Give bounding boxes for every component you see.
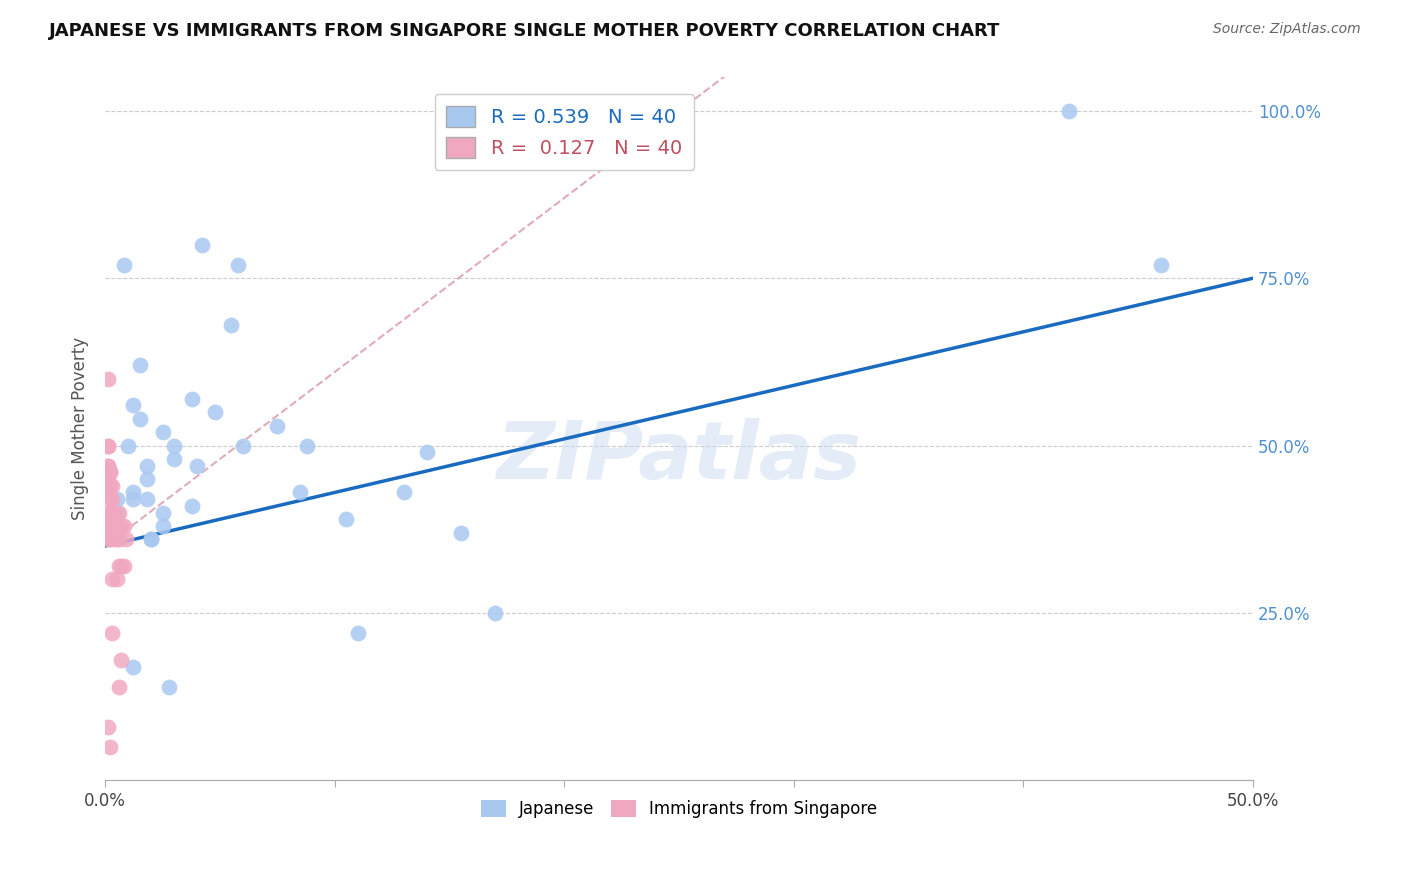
Point [101,519,124,533]
Point [290,485,312,500]
Text: JAPANESE VS IMMIGRANTS FROM SINGAPORE SINGLE MOTHER POVERTY CORRELATION CHART: JAPANESE VS IMMIGRANTS FROM SINGAPORE SI… [49,22,1001,40]
Point [186,458,208,473]
Point [96,506,118,520]
Point [98,466,121,480]
Point [121,659,143,673]
Point [108,533,131,547]
Point [1057,103,1080,118]
Point [105,506,128,520]
Point [103,533,125,547]
Point [96,519,118,533]
Point [98,519,121,533]
Point [117,439,139,453]
Y-axis label: Single Mother Poverty: Single Mother Poverty [72,337,89,520]
Point [96,472,118,486]
Point [221,318,243,332]
Point [135,458,157,473]
Point [163,452,186,467]
Point [121,492,143,507]
Point [128,412,150,426]
Point [204,405,226,419]
Point [110,653,132,667]
Point [139,533,162,547]
Point [105,519,128,533]
Point [96,458,118,473]
Point [98,506,121,520]
Point [135,492,157,507]
Point [181,499,204,513]
Point [295,439,318,453]
Point [96,533,118,547]
Point [98,533,121,547]
Point [108,680,131,694]
Point [163,439,186,453]
Point [346,626,368,640]
Point [121,399,143,413]
Text: Source: ZipAtlas.com: Source: ZipAtlas.com [1213,22,1361,37]
Point [105,492,128,507]
Point [96,439,118,453]
Point [112,559,135,574]
Point [98,466,121,480]
Point [139,533,162,547]
Point [228,258,250,272]
Point [121,485,143,500]
Point [110,519,132,533]
Point [450,525,472,540]
Point [152,425,174,440]
Point [484,606,506,620]
Point [98,492,121,507]
Point [98,739,121,754]
Point [128,359,150,373]
Point [101,573,124,587]
Point [101,479,124,493]
Point [190,237,212,252]
Point [159,680,181,694]
Point [96,458,118,473]
Point [96,372,118,386]
Point [105,573,128,587]
Point [152,519,174,533]
Point [415,445,437,459]
Point [115,533,138,547]
Point [96,485,118,500]
Point [101,492,124,507]
Point [112,519,135,533]
Point [266,418,288,433]
Text: ZIPatlas: ZIPatlas [496,418,862,496]
Point [98,479,121,493]
Point [101,626,124,640]
Point [335,512,357,526]
Point [108,559,131,574]
Point [232,439,254,453]
Point [108,506,131,520]
Point [96,439,118,453]
Point [181,392,204,406]
Point [110,559,132,574]
Point [1150,258,1173,272]
Point [105,533,128,547]
Legend: Japanese, Immigrants from Singapore: Japanese, Immigrants from Singapore [474,793,884,825]
Point [112,258,135,272]
Point [135,472,157,486]
Point [152,506,174,520]
Point [96,720,118,734]
Point [101,506,124,520]
Point [392,485,415,500]
Point [103,506,125,520]
